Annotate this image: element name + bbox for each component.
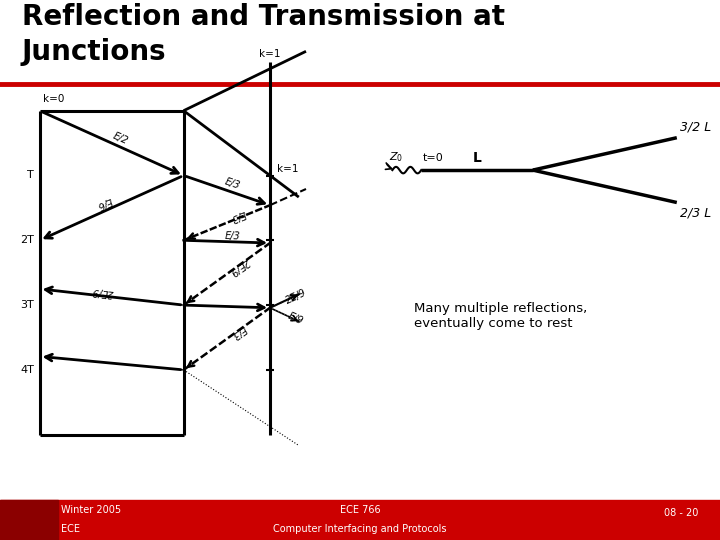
Text: ECE 766: ECE 766 xyxy=(340,505,380,515)
Text: L: L xyxy=(472,151,482,165)
Text: 2E/9: 2E/9 xyxy=(284,288,308,306)
Text: k=1: k=1 xyxy=(277,164,299,174)
Text: T: T xyxy=(27,171,34,180)
Text: k=1: k=1 xyxy=(259,49,281,59)
Bar xyxy=(0,500,720,540)
Text: E/2: E/2 xyxy=(111,131,130,146)
Text: t=0: t=0 xyxy=(423,153,444,163)
Text: E/6: E/6 xyxy=(95,195,114,210)
Text: Computer Interfacing and Protocols: Computer Interfacing and Protocols xyxy=(274,524,446,534)
Text: Winter 2005: Winter 2005 xyxy=(61,505,122,515)
Text: Reflection and Transmission at: Reflection and Transmission at xyxy=(22,3,505,31)
Text: E/3: E/3 xyxy=(225,231,240,241)
Text: 4T: 4T xyxy=(20,365,34,375)
Text: E/3: E/3 xyxy=(223,177,242,191)
Text: 2E/9: 2E/9 xyxy=(91,286,114,298)
Text: $Z_0$: $Z_0$ xyxy=(389,150,403,164)
Text: E/3: E/3 xyxy=(229,208,248,223)
Text: 08 - 20: 08 - 20 xyxy=(664,508,698,518)
Text: 2T: 2T xyxy=(20,235,34,245)
Text: k=0: k=0 xyxy=(43,94,65,104)
Text: Junctions: Junctions xyxy=(22,38,166,66)
Text: E/9: E/9 xyxy=(287,310,305,327)
Text: Many multiple reflections,
eventually come to rest: Many multiple reflections, eventually co… xyxy=(414,302,588,330)
Text: E/3: E/3 xyxy=(229,323,248,340)
Text: 2/3 L: 2/3 L xyxy=(680,207,711,220)
Text: ECE: ECE xyxy=(61,524,80,534)
Text: 3T: 3T xyxy=(20,300,34,310)
Bar xyxy=(0,500,58,540)
Text: 3/2 L: 3/2 L xyxy=(680,120,711,133)
Text: 2E/9: 2E/9 xyxy=(228,256,251,277)
